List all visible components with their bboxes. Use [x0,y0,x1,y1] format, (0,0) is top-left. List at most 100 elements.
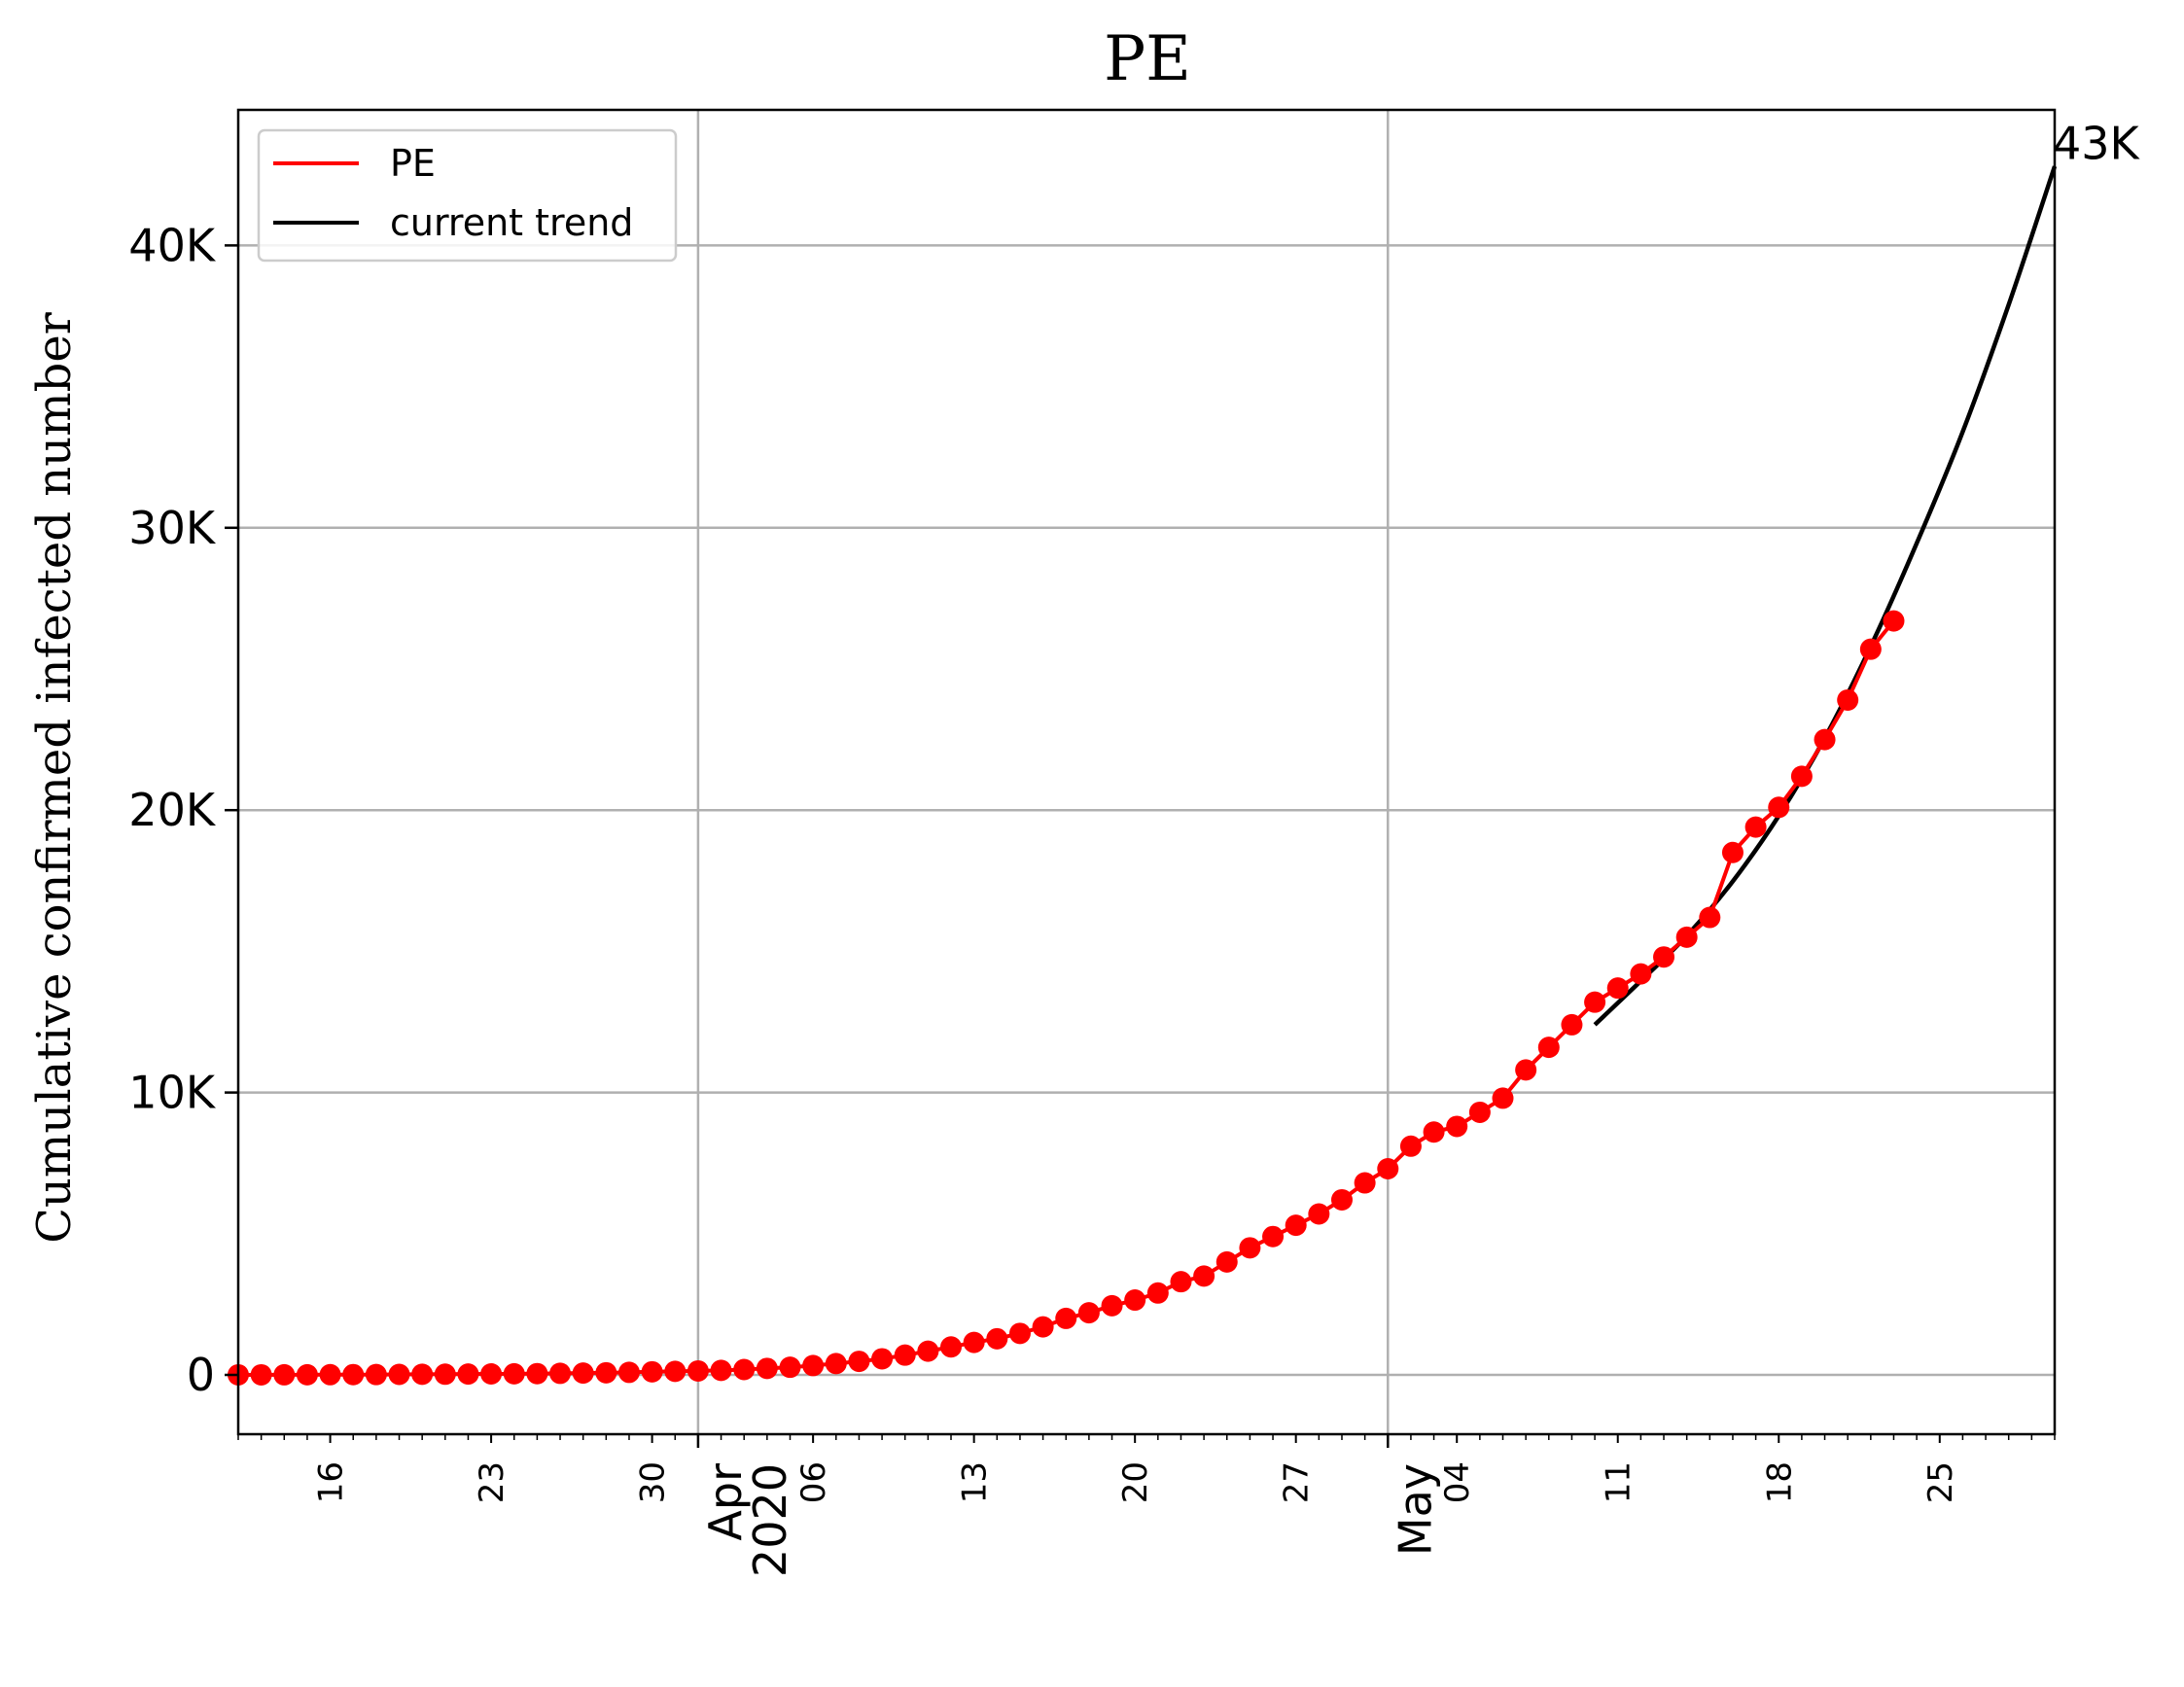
pe-data-point [273,1363,296,1386]
x-minor-tick-label: 18 [1760,1461,1799,1503]
pe-data-point [572,1362,594,1385]
pe-data-point [871,1348,894,1370]
pe-data-point [1744,816,1767,838]
x-minor-tick-label: 11 [1600,1461,1638,1503]
pe-data-point [434,1363,456,1386]
pe-data-point [1124,1289,1146,1312]
pe-data-point [1032,1316,1054,1338]
pe-data-point [617,1361,640,1384]
y-tick-label: 0 [187,1349,215,1401]
legend-box [257,128,678,263]
pe-data-point [710,1359,732,1382]
pe-data-point [1537,1037,1560,1059]
y-tick-label: 20K [128,784,217,836]
pe-data-point [1699,906,1721,929]
chart-title: PE [1104,23,1191,95]
pe-data-point [1768,796,1790,819]
x-minor-tick-label: 25 [1921,1461,1960,1503]
pe-data-point [1883,610,1905,632]
pe-data-point [848,1351,870,1373]
pe-data-point [1492,1087,1514,1109]
data-points-series [228,610,1905,1386]
pe-data-point [1446,1115,1468,1138]
pe-data-point [1008,1322,1031,1345]
pe-data-point [526,1362,548,1385]
pe-data-point [480,1362,503,1385]
pe-data-point [1377,1158,1399,1180]
pe-data-point [503,1362,525,1385]
pe-data-point [1606,977,1629,1000]
pe-data-point [1423,1121,1445,1143]
y-axis-ticks: 0 10K 20K 30K 40K [128,219,238,1401]
legend: PE current trend [257,128,678,263]
legend-label-current-trend: current trend [390,201,633,244]
pe-data-point [1468,1101,1491,1123]
pe-data-point [756,1357,778,1380]
pe-data-point [733,1358,756,1381]
pe-data-point [664,1360,687,1383]
x-minor-tick-label: 20 [1116,1461,1155,1503]
pe-data-point [1399,1135,1422,1157]
pe-data-point [1790,765,1813,788]
x-minor-tick-label: 13 [956,1461,995,1503]
pe-data-point [411,1363,434,1386]
pe-data-point [595,1361,617,1384]
pe-data-point [1285,1214,1307,1237]
pe-data-point [917,1340,939,1362]
y-tick-label: 40K [128,219,217,271]
pe-data-point [342,1363,365,1386]
pe-data-point [641,1360,663,1383]
x-minor-tick-label: 23 [473,1461,511,1503]
pe-data-point [986,1327,1008,1350]
x-minor-tick-label: 06 [794,1461,833,1503]
x-minor-tick-label: 16 [312,1461,351,1503]
pe-data-point [319,1363,341,1386]
y-axis-label: Cumulative confirmed infected number [27,312,82,1244]
pe-data-point [250,1363,272,1386]
pe-data-point [1262,1225,1285,1248]
pe-data-point [549,1362,572,1385]
pe-data-point [296,1363,318,1386]
pe-data-point [1515,1059,1537,1081]
pe-data-point [1721,841,1744,863]
end-value-annotation: 43K [2053,117,2141,169]
x-axis-ticks: Apr2020 May 16 23 30 06 13 20 27 04 11 18 25 [237,1434,2056,1577]
pe-data-point [825,1353,847,1375]
pe-data-point [1859,638,1882,660]
x-minor-tick-label: 27 [1278,1461,1317,1503]
pe-data-point [1561,1013,1583,1036]
pe-data-point [802,1354,825,1377]
y-tick-label: 30K [128,502,217,554]
pe-data-point [894,1344,916,1366]
pe-data-point [1146,1282,1169,1304]
x-major-tick-label: Apr2020 [699,1463,796,1577]
pe-data-point [1837,688,1859,711]
pe-data-point [457,1363,479,1386]
pe-data-point [940,1336,963,1358]
pe-data-point [1101,1294,1123,1317]
pe-data-point [687,1359,709,1382]
pe-data-point [1584,991,1606,1013]
pe-data-point [1354,1172,1376,1194]
x-major-tick-label: May [1389,1463,1441,1556]
pe-data-point [1630,963,1652,985]
pe-data-point [1239,1237,1261,1259]
x-minor-tick-label: 30 [634,1461,673,1503]
pe-data-point [1215,1250,1238,1273]
y-tick-label: 10K [128,1067,217,1119]
pe-data-point [365,1363,387,1386]
pe-data-point [1055,1307,1077,1329]
plot-area-frame [236,108,2057,1436]
pe-data-point [388,1363,410,1386]
legend-label-pe: PE [390,142,436,185]
annotations: 43K [2053,117,2141,169]
pe-data-point [1193,1265,1215,1287]
x-minor-tick-label: 04 [1438,1461,1477,1503]
pe-data-point [1308,1203,1330,1225]
pe-data-point [1170,1271,1192,1293]
pe-data-point [779,1356,801,1379]
pe-data-point [1814,728,1836,751]
pe-data-point [1330,1188,1353,1211]
